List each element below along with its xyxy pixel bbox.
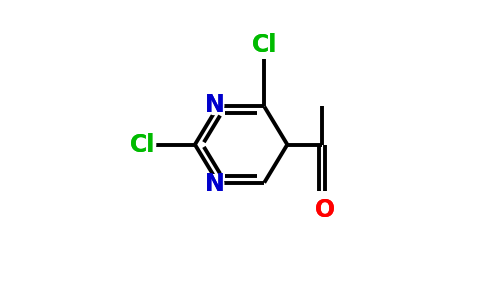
Circle shape bbox=[205, 175, 224, 193]
Text: O: O bbox=[316, 198, 335, 222]
Circle shape bbox=[252, 32, 277, 58]
Circle shape bbox=[130, 132, 156, 157]
Text: N: N bbox=[205, 172, 225, 196]
Text: N: N bbox=[205, 93, 225, 117]
Text: Cl: Cl bbox=[130, 133, 156, 157]
Circle shape bbox=[316, 201, 334, 220]
Text: Cl: Cl bbox=[130, 133, 156, 157]
Circle shape bbox=[205, 96, 224, 115]
Text: N: N bbox=[205, 172, 225, 196]
Text: O: O bbox=[316, 198, 335, 222]
Text: N: N bbox=[205, 93, 225, 117]
Text: Cl: Cl bbox=[252, 33, 277, 57]
Text: Cl: Cl bbox=[252, 33, 277, 57]
